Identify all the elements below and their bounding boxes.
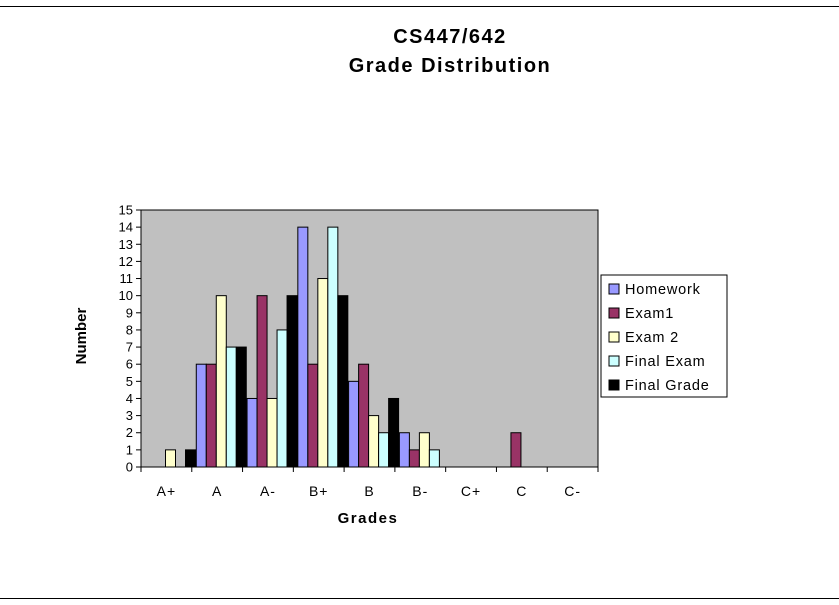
bar xyxy=(358,363,370,468)
y-tick-label: 6 xyxy=(126,357,133,372)
top-rule xyxy=(0,6,839,7)
bar xyxy=(327,226,339,468)
y-tick-label: 11 xyxy=(120,271,134,286)
legend-swatch xyxy=(608,307,620,319)
bar xyxy=(266,397,278,468)
y-tick-label: 12 xyxy=(119,254,133,269)
y-tick-label: 10 xyxy=(119,288,133,303)
x-tick-label: C xyxy=(516,483,527,499)
legend-swatch xyxy=(608,379,620,391)
y-tick-label: 3 xyxy=(126,408,133,423)
bar xyxy=(276,329,288,468)
y-tick-label: 15 xyxy=(119,203,133,218)
bar xyxy=(165,449,176,468)
bar xyxy=(205,363,217,468)
legend-label: Exam 2 xyxy=(625,330,679,346)
y-tick-label: 2 xyxy=(126,425,133,440)
x-tick-label: B+ xyxy=(309,483,329,499)
bar xyxy=(388,397,400,468)
bar xyxy=(348,380,360,468)
y-axis-title: Number xyxy=(73,308,90,365)
bar xyxy=(307,363,319,468)
chart-title-line-2: Grade Distribution xyxy=(348,55,552,77)
x-tick-label: A+ xyxy=(157,483,177,499)
bar xyxy=(225,346,237,468)
bar xyxy=(337,295,349,468)
y-tick-label: 13 xyxy=(119,237,133,252)
bar xyxy=(418,432,430,468)
bar xyxy=(317,278,329,468)
bar xyxy=(215,295,227,468)
y-tick-label: 1 xyxy=(126,442,133,457)
y-tick-label: 8 xyxy=(126,322,133,337)
x-tick-label: A xyxy=(212,483,222,499)
x-tick-label: A- xyxy=(260,483,276,499)
legend-swatch xyxy=(608,355,620,367)
bar xyxy=(408,449,420,468)
legend-label: Final Grade xyxy=(625,378,710,394)
bar xyxy=(246,397,258,468)
bar xyxy=(256,295,268,468)
y-tick-label: 4 xyxy=(126,391,133,406)
legend-box xyxy=(600,274,728,398)
y-tick-label: 5 xyxy=(126,374,133,389)
bar xyxy=(286,295,298,468)
x-axis-title: Grades xyxy=(338,510,399,527)
bottom-rule xyxy=(0,598,839,599)
bar xyxy=(235,346,247,468)
bar xyxy=(297,226,309,468)
x-tick-label: B xyxy=(364,483,374,499)
legend-swatch xyxy=(608,283,620,295)
x-tick-label: C- xyxy=(564,483,581,499)
legend-swatch xyxy=(608,331,620,343)
x-tick-label: B- xyxy=(412,483,428,499)
bar xyxy=(195,363,207,468)
legend-label: Exam1 xyxy=(625,306,674,322)
y-tick-label: 14 xyxy=(119,220,133,235)
bar xyxy=(398,432,410,468)
y-tick-label: 0 xyxy=(126,460,133,475)
y-tick-label: 9 xyxy=(126,305,133,320)
chart-title-line-1: CS447/642 xyxy=(393,26,507,48)
bar xyxy=(510,432,522,468)
bar xyxy=(185,449,196,468)
legend-label: Final Exam xyxy=(625,354,706,370)
bar xyxy=(368,415,380,468)
x-tick-label: C+ xyxy=(461,483,481,499)
bar xyxy=(378,432,390,468)
bar xyxy=(428,449,440,468)
legend-label: Homework xyxy=(625,282,701,298)
y-tick-label: 7 xyxy=(126,340,133,355)
